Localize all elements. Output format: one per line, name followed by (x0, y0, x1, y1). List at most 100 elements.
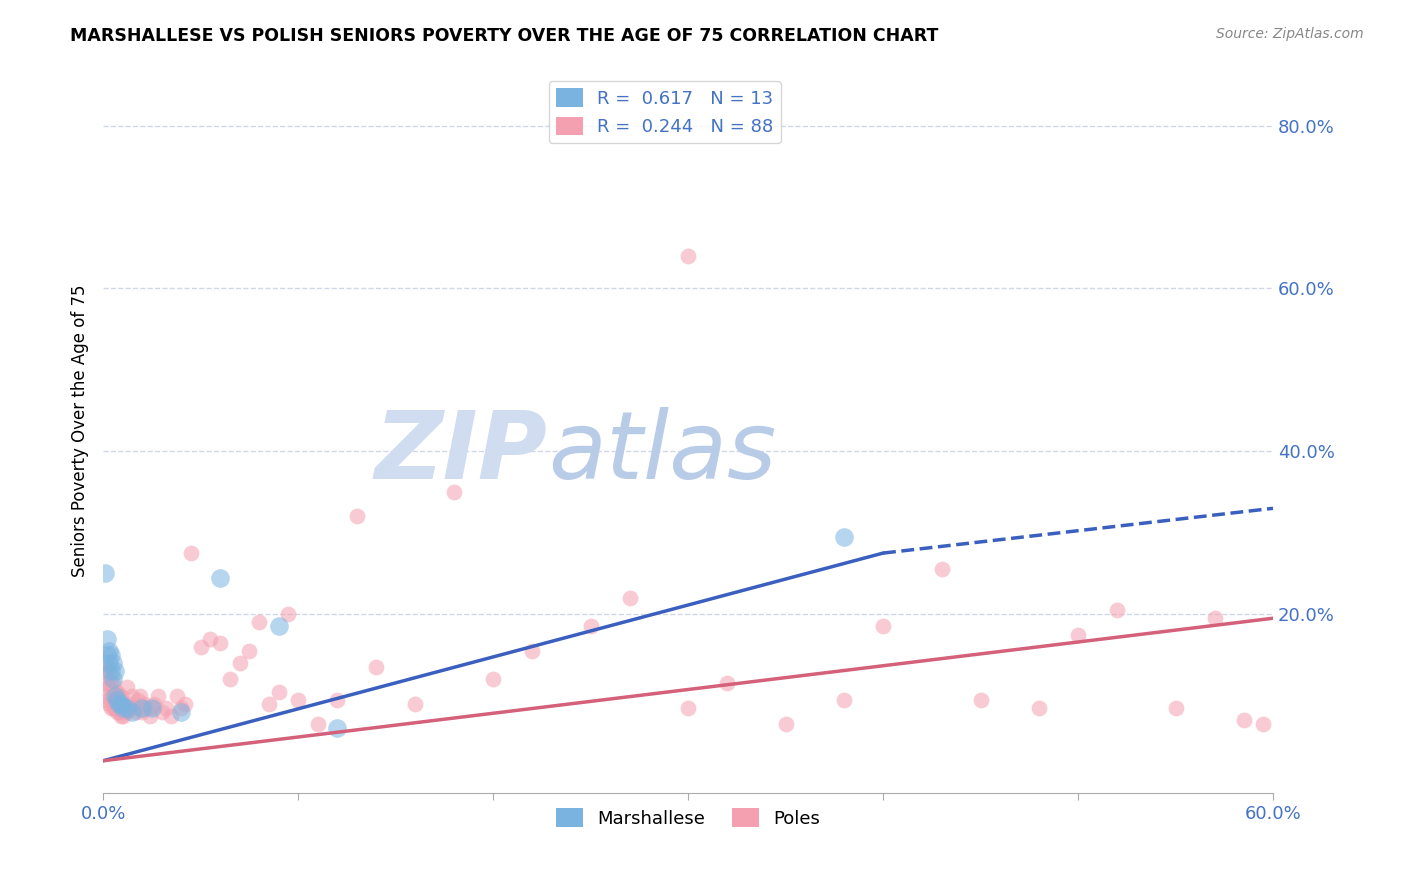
Point (166, 689, 188, 703)
Point (579, 619, 602, 633)
Point (101, 673, 124, 687)
Point (676, 249, 699, 263)
Point (96, 676, 118, 690)
Point (228, 656, 250, 670)
Point (110, 697, 132, 711)
Point (1204, 611, 1226, 625)
Point (107, 701, 129, 715)
Point (107, 697, 129, 711)
Point (100, 701, 122, 715)
Point (1067, 627, 1090, 641)
Point (257, 697, 280, 711)
Point (346, 509, 368, 524)
Point (619, 591, 641, 605)
Point (716, 676, 738, 690)
Point (277, 607, 299, 622)
Point (170, 705, 193, 719)
Point (104, 697, 127, 711)
Point (117, 701, 139, 715)
Point (1164, 701, 1187, 715)
Point (107, 705, 129, 719)
Point (96, 632, 118, 646)
Point (111, 705, 134, 719)
Point (676, 701, 699, 715)
Point (115, 681, 138, 695)
Y-axis label: Seniors Poverty Over the Age of 75: Seniors Poverty Over the Age of 75 (72, 285, 89, 577)
Point (969, 692, 991, 706)
Point (96, 648, 118, 662)
Point (200, 632, 222, 646)
Point (110, 709, 132, 723)
Point (96, 660, 118, 674)
Point (131, 705, 153, 719)
Point (141, 701, 163, 715)
Point (132, 697, 155, 711)
Point (101, 656, 124, 670)
Point (129, 689, 152, 703)
Point (1251, 717, 1274, 731)
Point (326, 692, 349, 706)
Point (121, 689, 143, 703)
Point (105, 697, 128, 711)
Point (170, 701, 193, 715)
Point (209, 570, 232, 584)
Point (125, 705, 148, 719)
Point (146, 689, 169, 703)
Point (105, 692, 128, 706)
Point (115, 701, 138, 715)
Point (127, 692, 149, 706)
Point (190, 640, 212, 654)
Point (98, 681, 121, 695)
Point (174, 697, 197, 711)
Point (110, 701, 132, 715)
Point (105, 684, 128, 698)
Point (115, 705, 138, 719)
Point (100, 689, 122, 703)
Point (100, 648, 122, 662)
Point (404, 697, 426, 711)
Point (180, 546, 202, 560)
Point (209, 635, 232, 649)
Point (775, 717, 797, 731)
Point (94, 689, 117, 703)
Point (124, 701, 146, 715)
Point (1233, 713, 1256, 727)
Point (96, 692, 118, 706)
Point (307, 717, 329, 731)
Point (287, 692, 309, 706)
Text: Source: ZipAtlas.com: Source: ZipAtlas.com (1216, 27, 1364, 41)
Point (160, 709, 183, 723)
Point (111, 701, 134, 715)
Point (100, 664, 122, 678)
Point (131, 701, 153, 715)
Point (120, 697, 142, 711)
Point (267, 684, 290, 698)
Point (104, 689, 127, 703)
Point (482, 673, 505, 687)
Point (139, 709, 162, 723)
Text: ZIP: ZIP (375, 407, 548, 499)
Text: atlas: atlas (548, 407, 776, 498)
Point (141, 701, 163, 715)
Point (832, 692, 855, 706)
Point (142, 697, 165, 711)
Legend: Marshallese, Poles: Marshallese, Poles (548, 801, 828, 835)
Point (101, 676, 124, 690)
Point (155, 701, 177, 715)
Point (121, 705, 143, 719)
Point (247, 615, 270, 630)
Point (101, 701, 124, 715)
Point (111, 709, 134, 723)
Point (94, 676, 117, 690)
Point (98, 644, 121, 658)
Point (98, 656, 121, 670)
Point (94, 566, 117, 581)
Point (218, 673, 240, 687)
Point (1028, 701, 1050, 715)
Point (931, 562, 953, 576)
Point (364, 660, 387, 674)
Point (94, 664, 117, 678)
Point (101, 692, 124, 706)
Point (100, 676, 122, 690)
Point (104, 684, 127, 698)
